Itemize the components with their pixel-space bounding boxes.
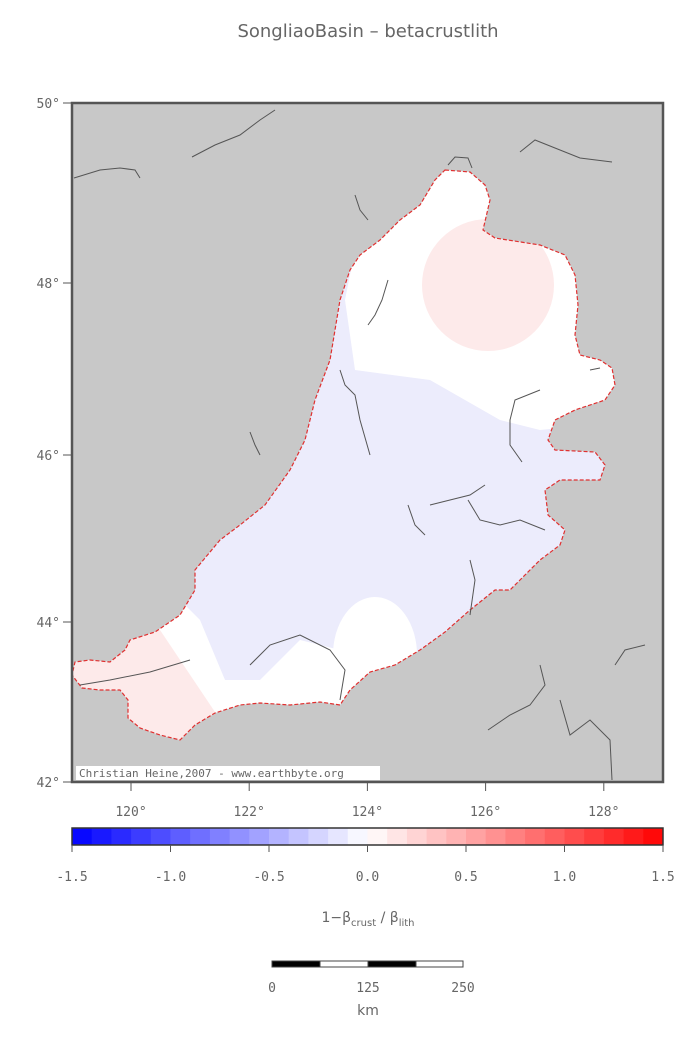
colorbar-cell	[643, 828, 664, 845]
colorbar-cell	[387, 828, 408, 845]
lon-label: 126°	[470, 805, 501, 820]
colorbar-cell	[623, 828, 644, 845]
scale-label: 0	[268, 981, 276, 996]
lon-label: 122°	[234, 805, 265, 820]
colorbar-cell	[446, 828, 467, 845]
lon-label: 124°	[352, 805, 383, 820]
colorbar-cell	[308, 828, 329, 845]
colorbar-cell	[229, 828, 250, 845]
label-sub: crust	[351, 918, 376, 929]
colorbar-tick-label: -1.5	[56, 870, 87, 885]
scale-label: 250	[451, 981, 474, 996]
label-part: 1−β	[321, 910, 351, 926]
colorbar-cell	[525, 828, 546, 845]
lat-label: 48°	[37, 277, 60, 292]
colorbar-cell	[584, 828, 605, 845]
label-sub: lith	[399, 918, 415, 929]
colorbar-cell	[603, 828, 625, 845]
colorbar-cell	[485, 828, 506, 845]
colorbar-cell	[328, 828, 349, 845]
colorbar-cell	[564, 828, 585, 845]
colorbar-cell	[131, 828, 152, 845]
colorbar-cell	[209, 828, 231, 845]
lat-label: 44°	[37, 616, 60, 631]
colorbar-cell	[150, 828, 171, 845]
scalebar	[271, 960, 464, 968]
colorbar-cell	[170, 828, 191, 845]
rivers	[73, 109, 646, 781]
scale-label: 125	[356, 981, 379, 996]
colorbar-cell	[367, 828, 388, 845]
colorbar-cell	[406, 828, 428, 845]
colorbar-tick-label: -1.0	[155, 870, 186, 885]
colorbar-tick-label: 1.0	[553, 870, 576, 885]
lat-label: 50°	[37, 97, 60, 112]
colorbar-cell	[288, 828, 309, 845]
colorbar-cell	[190, 828, 211, 845]
colorbar-tick-label: 0.0	[356, 870, 379, 885]
colorbar-cell	[544, 828, 565, 845]
lon-label: 120°	[115, 805, 146, 820]
lat-label: 42°	[37, 776, 60, 791]
colorbar-cell	[347, 828, 368, 845]
credit-box	[76, 766, 380, 780]
colorbar-cell	[466, 828, 487, 845]
colorbar-cell	[249, 828, 270, 845]
colorbar-cell	[91, 828, 112, 845]
colorbar-tick-label: 1.5	[651, 870, 674, 885]
title: SongliaoBasin – betacrustlith	[237, 21, 498, 42]
lat-label: 46°	[37, 449, 60, 464]
credit: Christian Heine,2007 - www.earthbyte.org	[79, 767, 344, 780]
colorbar-tick-label: -0.5	[253, 870, 284, 885]
colorbar-label: 1−βcrust / βlith	[321, 910, 414, 929]
colorbar-cell	[269, 828, 290, 845]
scale-unit: km	[357, 1003, 379, 1019]
label-part: / β	[376, 910, 399, 926]
colorbar-tick-label: 0.5	[454, 870, 477, 885]
colorbar-cell	[111, 828, 132, 845]
lon-label: 128°	[588, 805, 619, 820]
colorbar-cell	[426, 828, 447, 845]
colorbar-cell	[505, 828, 526, 845]
colorbar-cell	[72, 828, 93, 845]
